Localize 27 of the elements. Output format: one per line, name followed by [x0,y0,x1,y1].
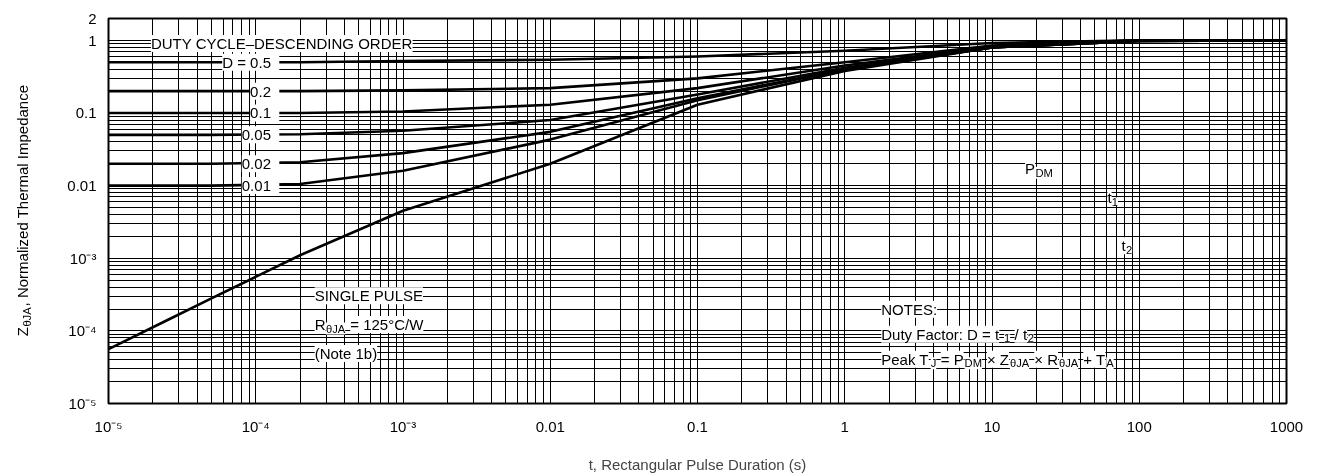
x-tick-label: 0.1 [687,417,708,435]
x-tick-label: 0.01 [535,417,565,435]
y-tick-label: 2 [88,10,97,27]
y-axis-title: ZθJA, Normalized Thermal Impedance [14,84,33,337]
x-tick-label: 100 [1126,417,1152,435]
annotation: DUTY CYCLE–DESCENDING ORDER [150,35,413,53]
x-tick-label: 1 [840,417,849,435]
y-tick-label: 10⁻⁴ [68,322,97,340]
y-tick-label: 0.1 [75,104,97,122]
series-label: 0.05 [241,126,271,144]
annotation: NOTES: [881,300,938,318]
x-tick-label: 10 [983,417,1001,435]
series-label: 0.02 [241,155,271,173]
x-tick-label: 10⁻³ [389,417,417,435]
x-axis-title: t, Rectangular Pulse Duration (s) [588,455,807,473]
annotation: (Note 1b) [314,344,378,362]
y-tick-label: 10⁻⁵ [68,395,97,412]
series-label: 0.1 [250,104,271,122]
series-label: 0.2 [250,82,271,100]
series-label: D = 0.5 [222,53,271,71]
y-tick-label: 1 [88,31,97,49]
y-tick-label: 0.01 [67,177,97,195]
x-tick-label: 1000 [1269,417,1304,435]
x-tick-label: 10⁻⁴ [241,417,270,435]
series-label: 0.01 [241,177,271,195]
text: SINGLE PULSE [314,287,424,305]
y-tick-label: 10⁻³ [69,249,97,267]
